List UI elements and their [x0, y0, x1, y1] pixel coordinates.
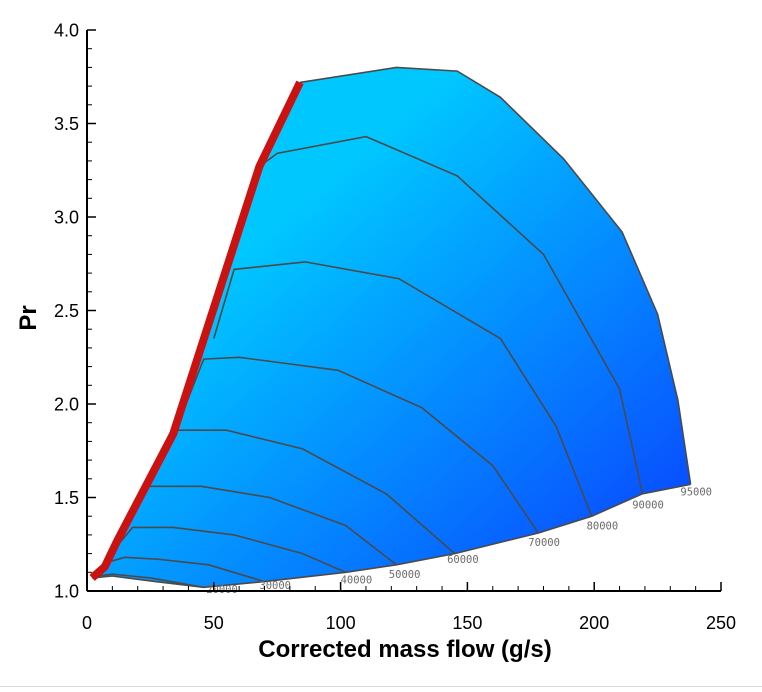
y-tick-label: 1.5	[54, 488, 79, 508]
x-tick-label: 250	[706, 613, 736, 633]
x-tick-label: 200	[579, 613, 609, 633]
x-tick-label: 0	[82, 613, 92, 633]
y-tick-label: 3.0	[54, 208, 79, 228]
speed-line-80000	[213, 261, 593, 517]
speed-label-30000: 30000	[259, 580, 291, 592]
speed-label-90000: 90000	[632, 500, 664, 512]
speed-line-20000	[97, 573, 204, 589]
operating-region-fill	[92, 67, 691, 588]
bottom-divider	[0, 686, 762, 687]
speed-label-70000: 70000	[528, 537, 560, 549]
y-axis-title: Pr	[15, 305, 42, 330]
speed-line-40000	[111, 526, 347, 574]
speed-line-90000	[258, 135, 644, 494]
y-tick-label: 2.5	[54, 301, 79, 321]
y-tick-label: 1.0	[54, 582, 79, 602]
speed-label-80000: 80000	[587, 520, 619, 532]
speed-labels: 20000 30000 40000 50000 60000 70000 80000 90000…	[206, 487, 712, 596]
x-tick-label: 150	[452, 613, 482, 633]
speed-line-30000	[104, 556, 265, 583]
operating-map: 20000 30000 40000 50000 60000 70000 80000 90000…	[89, 66, 712, 596]
y-tick-label: 2.0	[54, 395, 79, 415]
x-axis-title: Corrected mass flow (g/s)	[258, 636, 551, 663]
y-tick-label: 3.5	[54, 114, 79, 134]
speed-label-60000: 60000	[447, 554, 479, 566]
surge-line	[89, 80, 304, 581]
speed-label-95000: 95000	[680, 487, 712, 499]
axes: 1.0 1.5 2.0 2.5 3.0 3.5 4.0 0 50 100 150 200 250	[54, 21, 736, 634]
speed-label-50000: 50000	[389, 569, 421, 581]
speed-label-40000: 40000	[341, 575, 373, 587]
speed-label-20000: 20000	[206, 584, 238, 596]
map-boundary	[92, 66, 692, 589]
x-tick-label: 50	[204, 613, 224, 633]
x-axis-ticks: 0 50 100 150 200 250	[82, 582, 736, 633]
y-axis-ticks: 1.0 1.5 2.0 2.5 3.0 3.5 4.0	[54, 21, 96, 602]
speed-line-70000	[175, 356, 540, 534]
x-tick-label: 100	[326, 613, 356, 633]
y-tick-label: 4.0	[54, 21, 79, 41]
